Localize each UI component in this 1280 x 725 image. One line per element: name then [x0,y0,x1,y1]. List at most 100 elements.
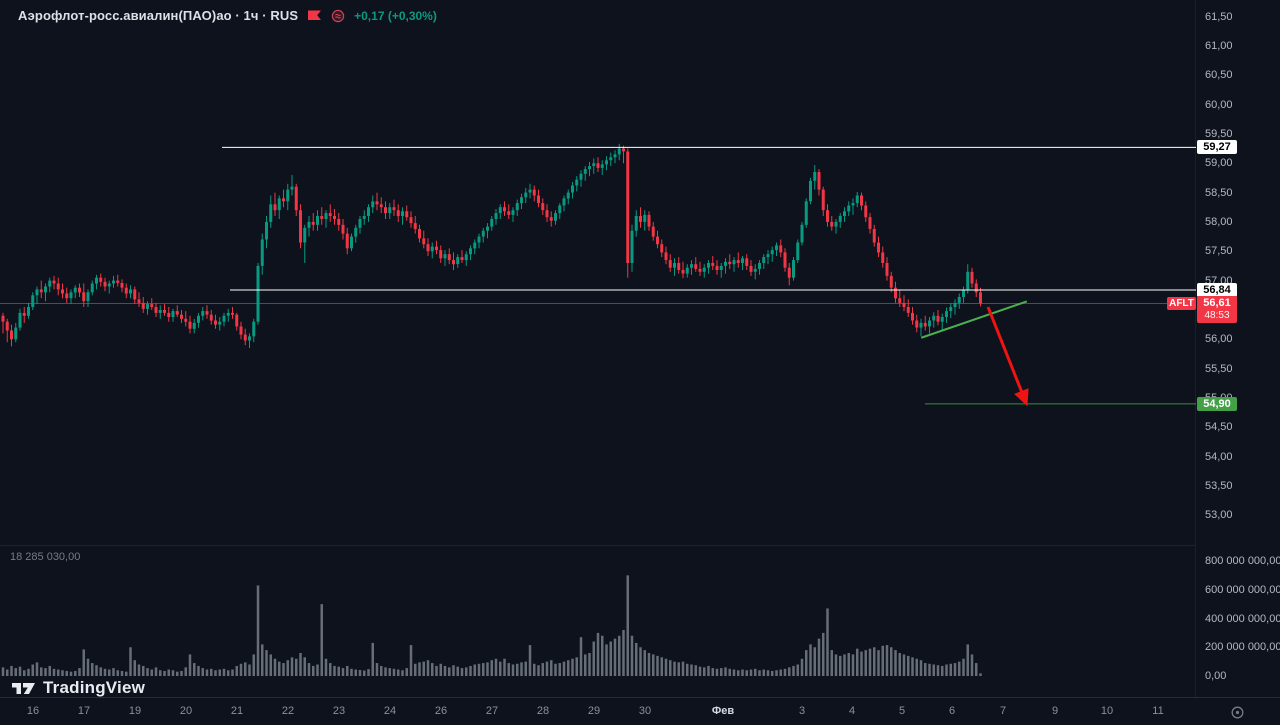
candle-body [549,217,553,221]
time-tick-label: Фев [711,705,735,717]
candle-body [78,287,81,293]
volume-bar [129,647,132,676]
price-tick-label: 54,50 [1205,421,1233,434]
candle-body [35,289,39,296]
candle-body [252,321,256,337]
candle-body [613,154,617,158]
candle-body [622,148,625,152]
candle-body [337,219,341,225]
volume-bar [643,650,646,676]
candle-body [753,268,757,272]
candle-body [953,302,957,307]
candle-body [120,283,124,288]
volume-bar [533,663,536,676]
arrow-drawing[interactable] [986,306,1029,407]
horizontal-level-lines[interactable] [222,146,1196,405]
candle-body [69,292,73,299]
time-axis[interactable]: 16 17 19 20 21 22 23 24 26 27 28 29 30 Фев 3 4 5 6 7 9 10 11 [0,697,1280,725]
volume-bar [800,658,804,676]
candle-body [656,236,659,245]
volume-bar [354,669,357,676]
trendline-drawing[interactable] [921,300,1027,339]
price-tick-label: 57,50 [1205,245,1233,258]
volume-bar [44,668,47,676]
volume-bar [193,663,196,676]
volume-bar [507,663,510,676]
volume-bar [380,665,383,676]
candle-body [732,260,736,265]
market-status-icon[interactable] [331,9,345,23]
tradingview-logo[interactable]: TradingView [12,678,145,698]
volume-bar [669,660,672,676]
volume-bar [392,668,396,676]
candle-body [626,151,630,263]
candle-body [783,252,787,268]
arrow[interactable] [986,306,1029,407]
flag-icon[interactable] [307,9,322,22]
volume-bar [252,654,255,676]
volume-bar [639,647,642,676]
price-tick-label: 55,50 [1205,362,1233,375]
candle-body [90,283,94,293]
volume-bar [834,654,838,676]
volume-tick-label: 800 000 000,00 [1205,555,1280,567]
price-axis[interactable]: 61,50 61,00 60,50 60,00 59,50 59,00 58,50 58,00… [1196,0,1280,697]
time-tick-label: 26 [434,705,448,717]
trendline[interactable] [921,300,1027,339]
symbol-title[interactable]: Аэрофлот-росс.авиалин(ПАО)ао · 1ч · RUS [18,8,299,23]
volume-bar [61,670,64,676]
candle-body [545,210,549,218]
current-price-value: 56,61 [1203,296,1231,309]
candle-body [685,267,689,274]
candle-body [724,261,727,266]
candle-body [303,227,307,243]
candle-body [320,216,324,219]
volume-bar [477,663,481,676]
volume-bar [588,653,591,676]
volume-bar [307,663,311,676]
candle-body [520,197,523,204]
candle-body [124,287,128,294]
candle-body [61,289,64,294]
candle-body [809,180,812,202]
candle-body [439,250,443,259]
volume-bar [329,663,332,676]
candle-body [588,166,591,169]
symbol-legend[interactable]: Аэрофлот-росс.авиалин(ПАО)ао · 1ч · RUS … [18,8,437,23]
volume-bar [499,661,502,676]
candle-body [341,224,345,234]
time-tick-label: 7 [999,705,1007,717]
time-tick-label: 10 [1100,705,1114,717]
candle-body [294,186,298,211]
volume-bar [358,669,362,676]
time-axis-settings-icon[interactable] [1228,703,1246,721]
volume-bar [932,664,935,676]
candle-body [902,302,906,307]
volume-bar [635,642,638,676]
price-tick-label: 56,00 [1205,333,1233,346]
candle-body [192,322,196,329]
price-tick-label: 59,00 [1205,157,1233,170]
volume-bar [864,650,867,676]
time-tick-label: 11 [1152,705,1164,717]
candle-body [957,297,961,303]
candle-body [418,229,421,239]
candle-body [311,221,315,225]
volume-bar [31,664,34,676]
volume-bar [779,669,782,676]
volume-bar [962,658,965,676]
candle-body [107,283,111,287]
candle-body [103,281,107,287]
candle-body [396,210,400,217]
volume-bar [715,668,719,676]
candle-body [872,229,876,243]
volume-bar [486,662,489,676]
volume-bar [154,667,158,677]
pane-separator[interactable] [0,545,1195,546]
candle-body [711,263,715,266]
candle-body [154,307,158,313]
candlestick-series [1,143,982,349]
time-tick-label: 19 [128,705,142,717]
candle-body [707,263,710,268]
